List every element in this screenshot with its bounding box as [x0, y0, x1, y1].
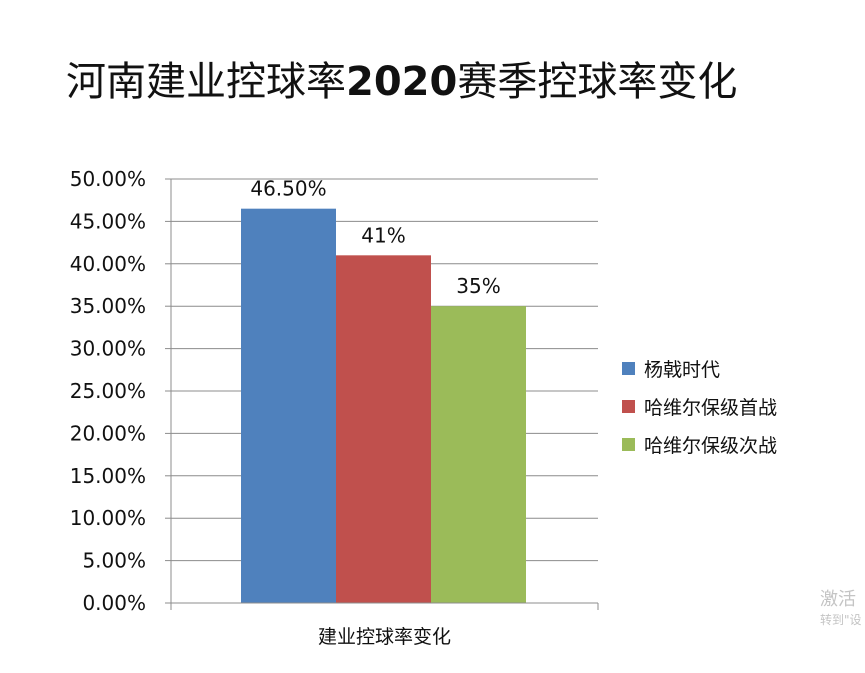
axes: 0.00% 5.00% 10.00% 15.00% 20.00% 25.00% 30.00%… [70, 167, 599, 648]
chart-title-year: 2020 [346, 59, 458, 105]
bar-series-1 [241, 208, 336, 603]
data-label: 46.50% [250, 177, 326, 201]
y-tick-label: 30.00% [70, 337, 146, 361]
chart-title-suffix: 赛季控球率变化 [457, 59, 738, 105]
data-label: 35% [456, 274, 500, 298]
chart-title: 河南建业控球率2020赛季控球率变化 [66, 52, 865, 112]
legend-label: 杨戟时代 [644, 359, 720, 381]
legend-swatch [622, 400, 635, 413]
y-tick-label: 15.00% [70, 464, 146, 488]
legend-swatch [622, 362, 635, 375]
chart-title-prefix: 河南建业控球率 [66, 59, 346, 105]
y-tick-label: 40.00% [70, 252, 146, 276]
x-category-label: 建业控球率变化 [318, 626, 451, 648]
watermark-line-2: 转到"设 [820, 613, 862, 627]
bar-series-2 [336, 255, 431, 603]
y-tick-label: 0.00% [82, 591, 146, 615]
legend-swatch [622, 438, 635, 451]
bar-series-3 [431, 306, 526, 603]
y-tick-label: 50.00% [70, 167, 146, 191]
y-tick-label: 25.00% [70, 379, 146, 403]
watermark-line-1: 激活 [820, 589, 856, 610]
data-label: 41% [361, 223, 405, 247]
activation-watermark: 激活 转到"设 [820, 588, 865, 628]
y-tick-label: 35.00% [70, 294, 146, 318]
legend-label: 哈维尔保级首战 [644, 397, 777, 419]
bars [241, 208, 526, 603]
data-labels: 46.50% 41% 35% [250, 177, 500, 299]
y-tick-label: 20.00% [70, 421, 146, 445]
legend-label: 哈维尔保级次战 [644, 435, 777, 457]
y-tick-label: 10.00% [70, 506, 146, 530]
y-tick-label: 45.00% [70, 209, 146, 233]
y-tick-label: 5.00% [82, 549, 146, 573]
